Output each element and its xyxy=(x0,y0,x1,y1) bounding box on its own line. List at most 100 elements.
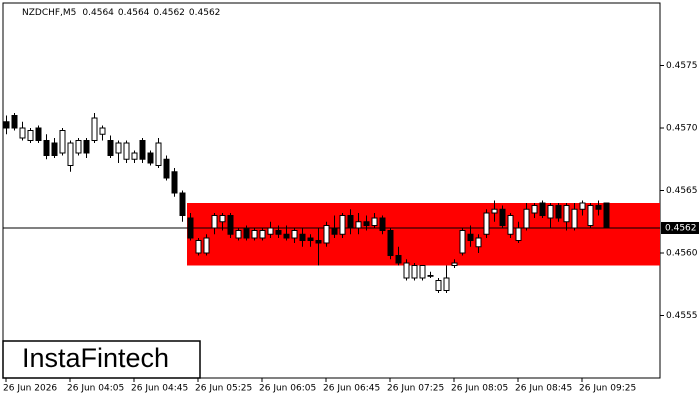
candle-body xyxy=(299,233,306,241)
x-tick-label: 26 Jun 07:25 xyxy=(387,384,444,394)
candle-body xyxy=(387,230,394,256)
ohlc-value: 0.4564 xyxy=(82,8,114,18)
current-price-label: 0.4562 xyxy=(665,224,697,234)
candle-body xyxy=(315,240,322,244)
candle-body xyxy=(171,171,178,194)
candle-body xyxy=(67,142,74,166)
candle-body xyxy=(547,205,554,219)
candle-body xyxy=(179,192,186,216)
x-tick-label: 26 Jun 05:25 xyxy=(195,384,252,394)
candle-body xyxy=(459,230,466,254)
candle-body xyxy=(259,230,266,239)
y-tick-label: 0.4565 xyxy=(666,186,698,196)
candle-body xyxy=(307,237,314,241)
candle-body xyxy=(363,221,370,226)
candle-body xyxy=(499,208,506,226)
candle-body xyxy=(43,140,50,156)
x-tick-label: 26 Jun 06:45 xyxy=(323,384,380,394)
candle-body xyxy=(491,208,498,214)
candle-body xyxy=(27,130,34,141)
candle-body xyxy=(275,230,282,235)
candle-body xyxy=(283,233,290,239)
y-tick-label: 0.4555 xyxy=(666,311,698,321)
chart-header: NZDCHF,M5 0.4564 0.4564 0.4562 0.4562 xyxy=(22,8,220,18)
candle-body xyxy=(75,140,82,154)
candle-body xyxy=(531,205,538,214)
candle-body xyxy=(107,140,114,156)
candle-body xyxy=(451,262,458,266)
candle-body xyxy=(115,142,122,154)
candle-body xyxy=(147,152,154,164)
candle-body xyxy=(35,127,42,141)
candle-body xyxy=(507,215,514,235)
logo: InstaFintech xyxy=(22,343,169,373)
price-label-bg xyxy=(661,222,699,234)
candle-body xyxy=(595,205,602,210)
candle-body xyxy=(515,227,522,241)
candle-body xyxy=(99,127,106,135)
candle-body xyxy=(59,130,66,154)
candle-body xyxy=(587,205,594,226)
candle-body xyxy=(251,230,258,239)
candle-body xyxy=(355,221,362,229)
logo-box xyxy=(2,340,201,379)
candle-body xyxy=(19,127,26,139)
candle-body xyxy=(523,208,530,229)
x-tick-label: 26 Jun 08:05 xyxy=(451,384,508,394)
candle-body xyxy=(571,208,578,229)
ohlc-value: 0.4562 xyxy=(189,8,221,18)
y-tick-label: 0.4570 xyxy=(666,124,698,134)
candle-body xyxy=(603,202,610,229)
pattern-zone xyxy=(187,203,660,266)
candle-body xyxy=(371,217,378,226)
y-tick-label: 0.4575 xyxy=(666,61,698,71)
candle-body xyxy=(123,142,130,160)
candle-body xyxy=(243,227,250,239)
candle-body xyxy=(347,215,354,229)
candle-body xyxy=(235,230,242,239)
candle-body xyxy=(323,225,330,244)
candle-body xyxy=(291,230,298,239)
x-tick-label: 26 Jun 04:45 xyxy=(131,384,188,394)
candle-body xyxy=(427,275,434,277)
candle-body xyxy=(3,121,10,129)
x-tick-label: 26 Jun 08:45 xyxy=(515,384,572,394)
candle-body xyxy=(203,237,210,254)
symbol: NZDCHF,M5 xyxy=(22,8,76,18)
candle-body xyxy=(211,215,218,229)
candle-body xyxy=(11,115,18,129)
candle-body xyxy=(83,140,90,154)
candle-body xyxy=(163,158,170,179)
candle-body xyxy=(91,117,98,141)
candle-body xyxy=(475,237,482,248)
candle-body xyxy=(51,142,58,156)
candle-body xyxy=(187,217,194,239)
x-tick-label: 26 Jun 2026 xyxy=(3,384,57,394)
candle-body xyxy=(395,255,402,264)
candle-body xyxy=(227,215,234,235)
ohlc-value: 0.4564 xyxy=(118,8,150,18)
candle-body xyxy=(339,215,346,235)
candle-body xyxy=(331,227,338,235)
candle-body xyxy=(483,212,490,235)
candle-body xyxy=(379,217,386,231)
candle-body xyxy=(267,227,274,235)
x-tick-label: 26 Jun 09:25 xyxy=(579,384,636,394)
y-tick-label: 0.4560 xyxy=(666,249,698,259)
candle-body xyxy=(411,265,418,279)
candle-body xyxy=(467,233,474,241)
candle-body xyxy=(443,277,450,291)
x-tick-label: 26 Jun 04:05 xyxy=(67,384,124,394)
x-tick-label: 26 Jun 06:05 xyxy=(259,384,316,394)
candle-body xyxy=(403,262,410,279)
candle-body xyxy=(563,205,570,223)
candle-body xyxy=(435,280,442,291)
candle-body xyxy=(195,240,202,254)
candle-body xyxy=(131,152,138,160)
candle-body xyxy=(555,205,562,219)
candle-body xyxy=(579,202,586,210)
candle-body xyxy=(419,265,426,279)
candle-body xyxy=(219,215,226,223)
plot-frame xyxy=(2,2,661,379)
